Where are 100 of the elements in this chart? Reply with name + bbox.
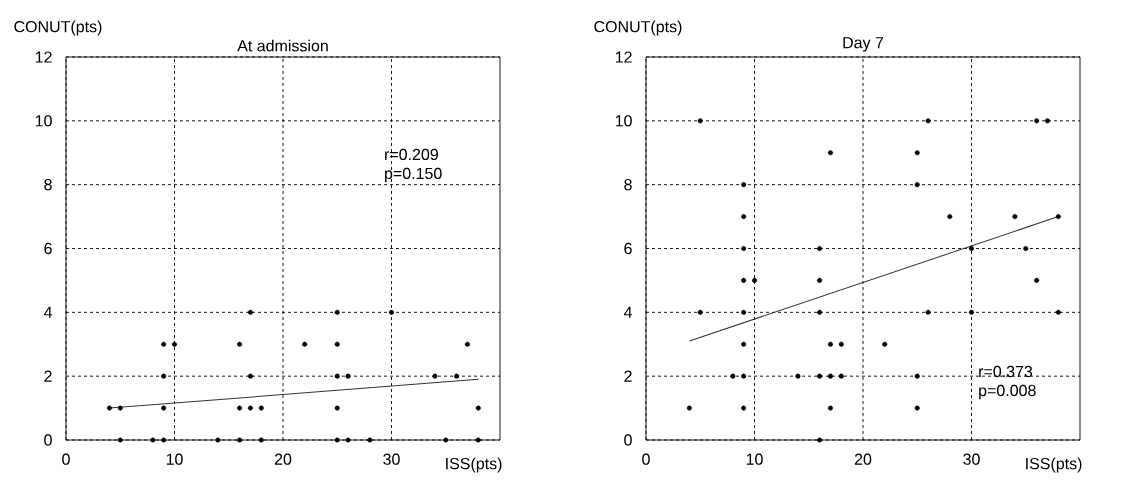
point bbox=[741, 405, 747, 411]
annotation: r=0.373 bbox=[979, 365, 1033, 378]
point bbox=[1055, 309, 1061, 315]
y-tick-label: 4 bbox=[623, 306, 632, 318]
y-tick-label: 2 bbox=[624, 370, 632, 382]
x-tick-label: 30 bbox=[383, 453, 400, 465]
x-axis-title: ISS(pts) bbox=[1026, 457, 1082, 473]
point bbox=[925, 118, 931, 124]
point bbox=[334, 437, 340, 443]
point bbox=[838, 373, 844, 379]
annotation: p=0.008 bbox=[979, 384, 1036, 400]
point bbox=[741, 182, 747, 188]
point bbox=[741, 341, 747, 347]
point bbox=[1012, 214, 1018, 220]
point bbox=[464, 341, 470, 347]
y-axis-title: CONUT(pts) bbox=[594, 20, 682, 36]
point bbox=[730, 373, 736, 379]
y-tick-label: 0 bbox=[624, 434, 632, 446]
point bbox=[117, 405, 123, 411]
x-axis-title: ISS(pts) bbox=[446, 457, 502, 473]
x-tick-label: 20 bbox=[274, 453, 292, 465]
y-tick-label: 8 bbox=[624, 179, 632, 191]
point bbox=[1034, 277, 1040, 283]
x-tick-label: 0 bbox=[642, 453, 650, 465]
point bbox=[752, 277, 758, 283]
point bbox=[334, 405, 340, 411]
point bbox=[817, 437, 823, 443]
point bbox=[741, 246, 747, 251]
x-tick-label: 10 bbox=[166, 453, 183, 465]
point bbox=[334, 341, 340, 347]
point bbox=[914, 182, 920, 188]
chart-title: Day 7 bbox=[843, 37, 884, 52]
point bbox=[697, 309, 703, 315]
point bbox=[827, 405, 833, 411]
point bbox=[215, 437, 221, 443]
point bbox=[741, 277, 747, 283]
y-tick-label: 12 bbox=[35, 51, 52, 63]
point bbox=[827, 373, 833, 379]
point bbox=[161, 341, 167, 347]
point bbox=[795, 373, 801, 379]
point bbox=[882, 341, 888, 347]
point bbox=[302, 341, 308, 347]
point bbox=[161, 373, 167, 379]
y-tick-label: 12 bbox=[615, 51, 632, 63]
point bbox=[1055, 214, 1061, 220]
point bbox=[1044, 118, 1050, 124]
point bbox=[258, 437, 264, 443]
y-tick-label: 0 bbox=[44, 434, 52, 446]
point bbox=[334, 309, 340, 315]
y-axis-title: CONUT(pts) bbox=[14, 20, 102, 36]
point bbox=[345, 437, 351, 443]
y-tick-label: 8 bbox=[44, 179, 52, 191]
point bbox=[367, 437, 373, 443]
point bbox=[345, 373, 351, 379]
point bbox=[914, 373, 920, 379]
annotation: p=0.150 bbox=[385, 167, 442, 183]
point bbox=[969, 309, 975, 315]
annotation: r=0.209 bbox=[385, 148, 438, 161]
x-tick-label: 0 bbox=[62, 453, 70, 465]
y-tick-label: 4 bbox=[43, 306, 52, 318]
chart-title: At admission bbox=[237, 39, 328, 52]
point bbox=[969, 246, 975, 251]
point bbox=[741, 373, 747, 379]
point bbox=[925, 309, 931, 315]
point bbox=[741, 214, 747, 220]
point bbox=[389, 309, 394, 315]
point bbox=[106, 405, 112, 411]
point bbox=[172, 341, 177, 347]
point bbox=[150, 437, 156, 443]
point bbox=[247, 309, 253, 315]
point bbox=[1034, 118, 1040, 124]
point bbox=[914, 150, 920, 156]
y-tick-label: 10 bbox=[35, 115, 52, 127]
point bbox=[237, 405, 243, 411]
point bbox=[947, 214, 953, 220]
point bbox=[827, 150, 833, 156]
point bbox=[817, 373, 823, 379]
point bbox=[247, 373, 253, 379]
point bbox=[334, 373, 340, 379]
point bbox=[686, 405, 692, 411]
point bbox=[475, 405, 481, 411]
point bbox=[432, 373, 438, 379]
point bbox=[817, 277, 823, 283]
point bbox=[443, 437, 449, 443]
point bbox=[237, 341, 243, 347]
point bbox=[914, 405, 920, 411]
y-tick-label: 2 bbox=[44, 370, 52, 382]
point bbox=[741, 309, 747, 315]
y-tick-label: 6 bbox=[44, 242, 52, 255]
y-tick-label: 6 bbox=[624, 242, 632, 255]
point bbox=[817, 309, 823, 315]
point bbox=[838, 341, 844, 347]
point bbox=[117, 437, 123, 443]
point bbox=[697, 118, 703, 124]
x-tick-label: 10 bbox=[746, 453, 763, 465]
y-tick-label: 10 bbox=[615, 115, 632, 127]
point bbox=[475, 437, 481, 443]
point bbox=[827, 341, 833, 347]
point bbox=[817, 246, 823, 251]
point bbox=[454, 373, 460, 379]
